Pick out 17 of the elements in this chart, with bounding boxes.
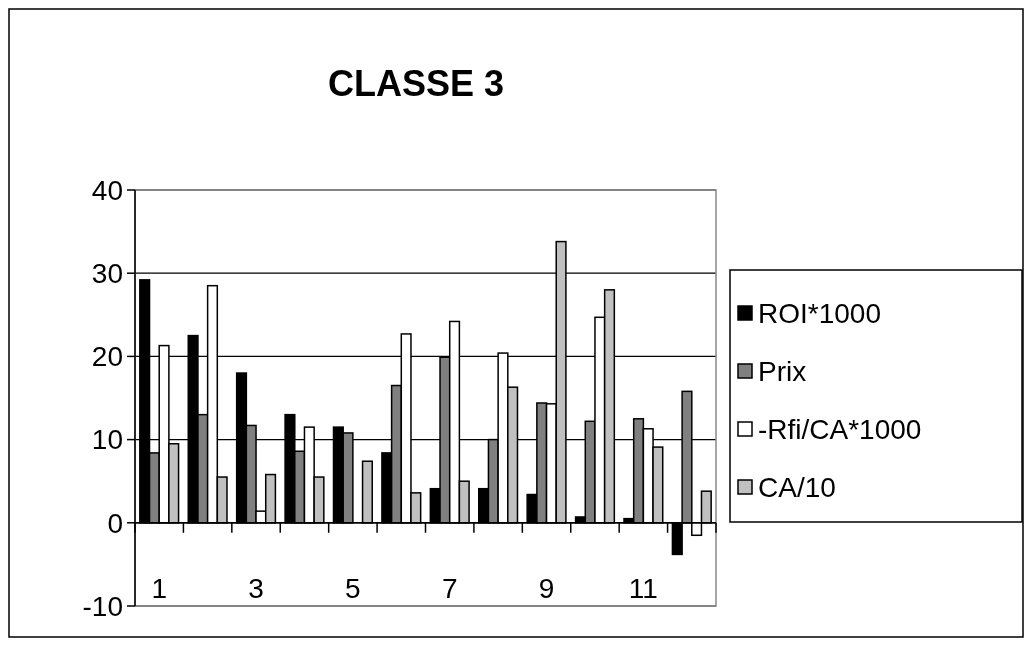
legend-label: CA/10	[758, 471, 836, 503]
y-tick-label: 40	[91, 174, 123, 206]
x-tick-label: 1	[151, 573, 167, 604]
y-tick-label: 10	[91, 424, 123, 456]
chart-title: CLASSE 3	[327, 63, 505, 104]
x-tick-label: 5	[345, 573, 361, 604]
y-tick-label: 0	[107, 507, 123, 539]
x-tick-label: 11	[628, 573, 658, 604]
y-tick-label: 20	[91, 341, 123, 373]
y-tick-label: 30	[91, 258, 123, 289]
legend-label: ROI*1000	[758, 297, 881, 329]
x-tick-label: 3	[248, 573, 264, 604]
legend-label: Prix	[758, 355, 807, 387]
x-tick-label: 7	[441, 573, 458, 604]
x-tick-label: 9	[538, 573, 555, 604]
y-tick-label: -10	[82, 590, 123, 622]
legend-label: -Rfi/CA*1000	[758, 413, 922, 445]
